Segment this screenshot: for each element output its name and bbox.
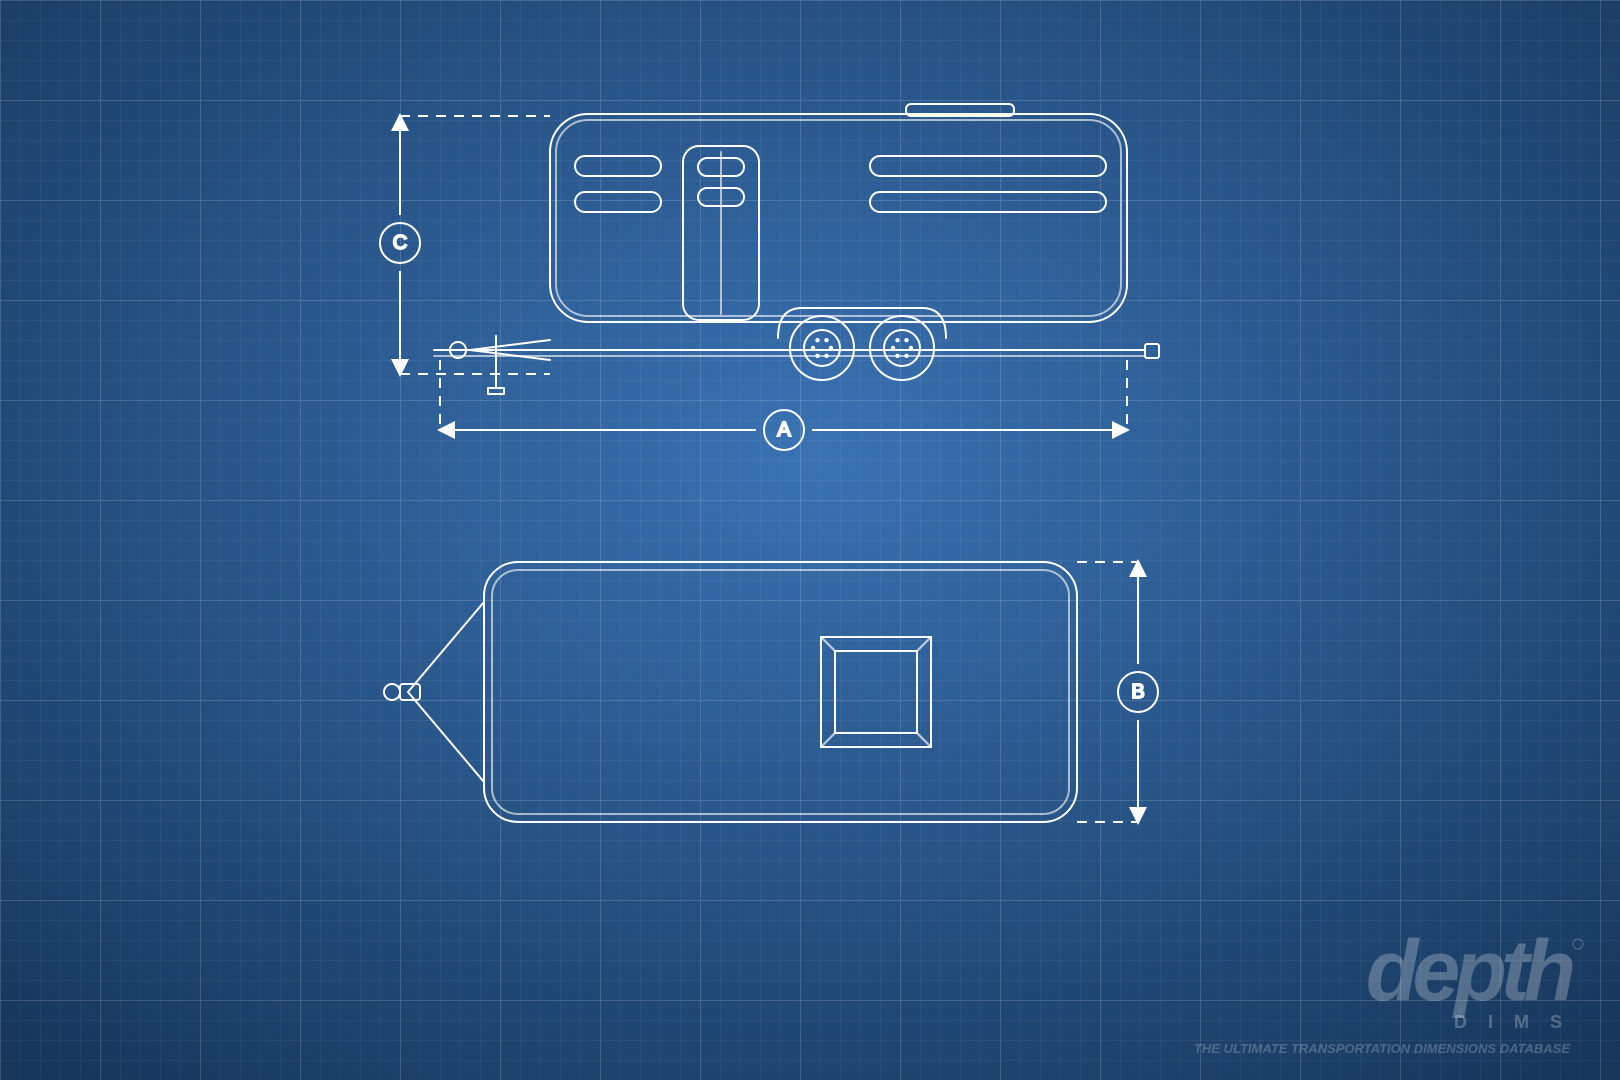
wheel-0-lug — [811, 346, 815, 350]
dim-a-label-text: A — [777, 419, 791, 441]
wheel-0-lug — [829, 346, 833, 350]
wheel-0-lug — [815, 338, 819, 342]
wheel-0-lug — [824, 354, 828, 358]
wheel-0-lug — [815, 354, 819, 358]
wheel-1-lug — [895, 354, 899, 358]
wheel-1-lug — [909, 346, 913, 350]
brand-logo-text: depth — [1366, 923, 1573, 1019]
dim-c-label-text: C — [393, 232, 407, 254]
wheel-1-lug — [904, 354, 908, 358]
grid-major — [0, 0, 1620, 1080]
dim-b-label-text: B — [1131, 681, 1144, 703]
wheel-1-lug — [904, 338, 908, 342]
wheel-1-lug — [895, 338, 899, 342]
blueprint-svg: C A B depthD I M S THE ULTIMATE TRANSPORTAT… — [0, 0, 1620, 1080]
wheel-0-lug — [824, 338, 828, 342]
brand-tagline: THE ULTIMATE TRANSPORTATION DIMENSIONS D… — [1194, 1041, 1570, 1056]
wheel-1-lug — [891, 346, 895, 350]
blueprint-stage: C A B depthD I M S THE ULTIMATE TRANSPORTAT… — [0, 0, 1620, 1080]
brand-sub-text: D I M S — [1454, 1012, 1570, 1032]
